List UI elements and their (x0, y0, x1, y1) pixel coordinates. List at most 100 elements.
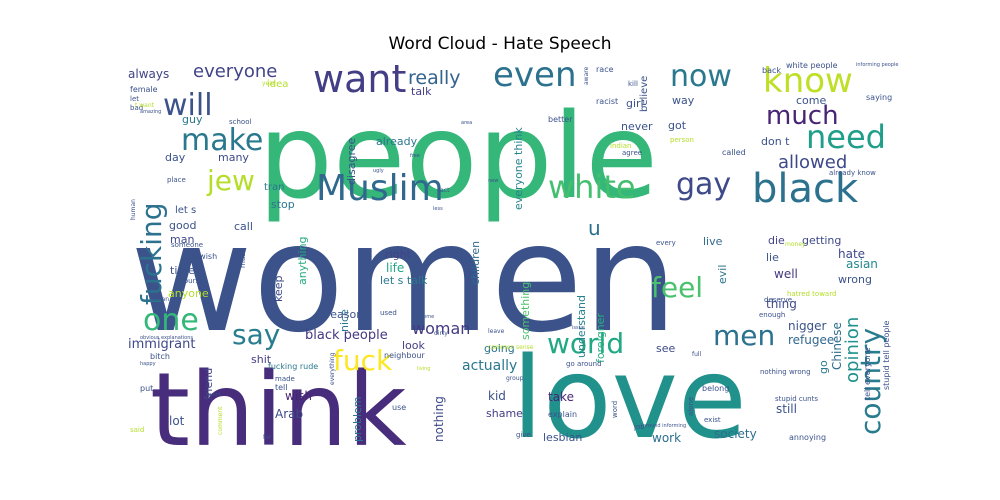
word-money: money (785, 241, 806, 248)
word-children: children (469, 241, 482, 285)
word-neighbour: neighbour (384, 351, 425, 360)
word-living: living (417, 366, 430, 372)
word-nice: nice (338, 309, 351, 332)
word-let: let (130, 95, 139, 103)
word-fuck: fuck (333, 344, 393, 377)
word-anything: anything (296, 236, 309, 285)
word-job: job (633, 423, 645, 431)
word-anyone: anyone (168, 287, 209, 300)
word-see: see (656, 342, 675, 355)
word-school: school (229, 118, 251, 126)
word-gay: gay (676, 167, 731, 202)
word-explain: explain (548, 410, 577, 419)
word-racist: racist (596, 97, 618, 106)
word-make: make (181, 123, 263, 158)
word-called: called (722, 148, 746, 157)
word-well: well (774, 267, 798, 281)
word-allowed: allowed (778, 152, 847, 173)
word-work: work (652, 431, 681, 445)
word-problem: problem (351, 396, 364, 442)
word-immigrant: immigrant (128, 337, 195, 352)
word-disagree: disagree (345, 137, 358, 185)
word-lie: lie (766, 251, 779, 264)
word-full: full (692, 351, 702, 358)
word-kill: kill (628, 80, 638, 88)
word-now: now (670, 59, 732, 94)
word-nothing-wrong: nothing wrong (760, 368, 811, 376)
word-many: many (218, 151, 249, 164)
word-actually: actually (462, 358, 517, 374)
word-want: want (313, 57, 406, 101)
word-feel: feel (651, 271, 703, 304)
word-put: put (140, 384, 153, 393)
word-life: life (386, 261, 404, 275)
word-let-s: let s (175, 205, 196, 216)
word-indian: indian (610, 142, 632, 150)
word-home: home (420, 314, 434, 320)
word-someone: someone (171, 241, 203, 249)
word-person: person (670, 136, 694, 144)
word-informing-people: informing people (856, 62, 899, 68)
word-thing: thing (766, 297, 797, 311)
word-leave: leave (488, 328, 505, 335)
word-place: place (167, 176, 186, 184)
word-go-around: go around (566, 360, 602, 368)
word-lot: lot (169, 414, 185, 428)
word-area: area (461, 120, 472, 126)
word-everything: everything (329, 352, 336, 385)
word-alone: alone (687, 397, 695, 416)
word-bitch: bitch (150, 352, 170, 361)
word-group: group (506, 375, 524, 382)
word-free: free (410, 153, 420, 159)
word-annoying: annoying (789, 433, 826, 442)
word-foreigner: foreigner (594, 313, 607, 363)
word-jew: jew (206, 164, 255, 197)
word-fact: fact (438, 187, 450, 194)
word-don-t: don t (761, 135, 790, 148)
word-think: think (150, 351, 407, 470)
word-friend: friend (202, 368, 215, 400)
word-good: good (169, 219, 196, 232)
word-arab: Arab (275, 407, 303, 421)
word-chinese: Chinese (830, 322, 844, 370)
word-call: call (234, 220, 253, 233)
word-comment: comment (217, 406, 224, 435)
word-belong: belong (702, 384, 729, 393)
word-word: word (611, 401, 619, 418)
word-fucking-rude: fucking rude (268, 362, 318, 371)
word-take: take (548, 390, 574, 404)
word-keep: keep (272, 275, 285, 302)
word-already-know: already know (829, 169, 876, 177)
word-let-s-talk: let s talk (380, 274, 428, 287)
word-dirty: dirty (434, 330, 448, 337)
word-around-informing: around informing (643, 423, 686, 429)
word-said: said (130, 426, 144, 434)
word-black: black (752, 166, 859, 212)
word-year: year (262, 80, 276, 87)
word-everyone-think: everyone think (512, 127, 525, 210)
word-use: use (392, 403, 406, 412)
word-ugly: ugly (373, 168, 384, 174)
word-tell: tell (275, 383, 288, 392)
word-right: right (385, 248, 412, 261)
word-saying: saying (866, 93, 892, 102)
word-die: die (768, 234, 785, 247)
word-human: human (130, 199, 137, 220)
word-black-people: black people (305, 328, 388, 343)
word-lesbian: lesbian (543, 431, 582, 444)
word-time: time (170, 264, 195, 277)
word-stop: stop (271, 198, 295, 211)
word-girl: girl (626, 97, 644, 110)
word-female: female (130, 85, 158, 94)
word-evil: evil (716, 265, 729, 284)
word-nigger: nigger (788, 319, 827, 333)
word-country: country (854, 328, 887, 435)
word-white: white (548, 168, 636, 206)
word-something: something (519, 282, 532, 340)
word-much: much (766, 101, 839, 131)
word-shit: shit (251, 353, 272, 366)
word-nothing: nothing (432, 396, 446, 442)
word-man: man (170, 233, 194, 246)
word-understand: understand (575, 295, 588, 358)
word-stupid-tell-people: stupid tell people (882, 320, 891, 390)
